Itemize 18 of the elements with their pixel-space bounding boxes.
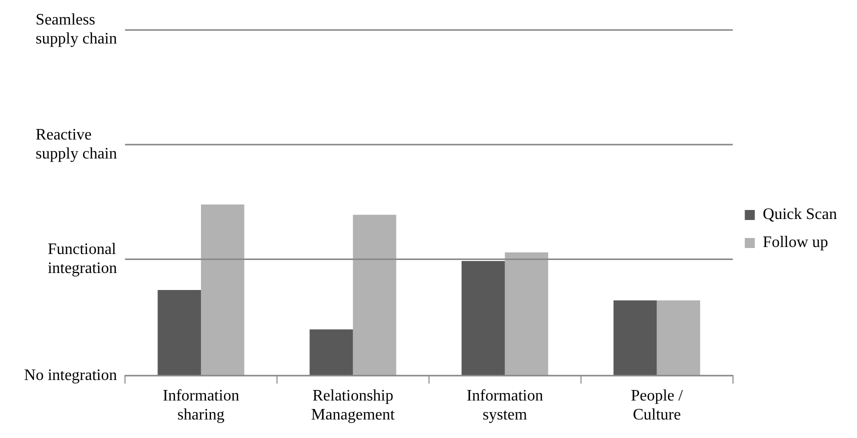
bar: [200, 204, 244, 376]
bar: [310, 329, 353, 376]
bar: [158, 290, 201, 376]
ref-line-label: Reactive supply chain: [36, 126, 118, 162]
x-tick-label: Relationship Management: [311, 387, 396, 424]
bar: [504, 252, 548, 376]
ref-line-label: Functional integration: [48, 240, 117, 277]
bar: [656, 300, 700, 376]
legend-label: Quick Scan: [762, 206, 837, 224]
bar: [462, 260, 505, 376]
ref-line-label: No integration: [24, 366, 118, 384]
x-tick-label: Information system: [466, 387, 544, 424]
ref-line-label: Seamless supply chain: [36, 12, 118, 48]
bar: [352, 214, 396, 376]
x-tick-label: Information sharing: [162, 387, 240, 424]
bar: [614, 300, 657, 376]
x-tick-label: People / Culture: [630, 387, 684, 424]
legend-label: Follow up: [762, 234, 828, 252]
